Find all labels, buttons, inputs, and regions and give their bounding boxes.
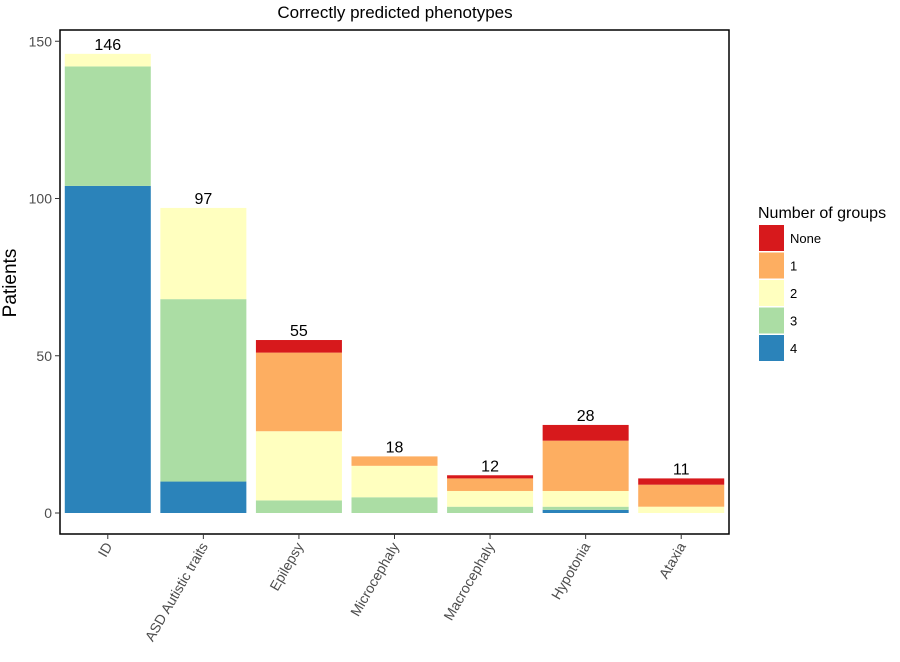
bar-segment	[160, 299, 247, 482]
bar-segment	[542, 506, 629, 510]
bar-segment	[638, 506, 725, 513]
legend-key	[759, 252, 784, 279]
legend-title: Number of groups	[758, 205, 886, 222]
bar-segment	[64, 185, 151, 514]
bar-segment	[351, 497, 438, 513]
legend-key	[759, 335, 784, 361]
bar-total-label: 28	[577, 408, 595, 425]
x-tick-label: Epilepsy	[266, 540, 306, 594]
total-labels-layer: 146 97 55 18 12 28 11	[94, 37, 689, 479]
bar-segment	[447, 478, 534, 491]
bar-segment	[255, 500, 342, 513]
x-tick-label: Hypotonia	[548, 539, 593, 602]
bar-segment	[447, 490, 534, 507]
bar-segment	[542, 509, 629, 513]
y-tick-label: 50	[36, 348, 52, 364]
legend: None 1 2 3 4	[759, 225, 821, 361]
legend-label: 1	[790, 259, 797, 274]
bar-total-label: 12	[481, 458, 499, 475]
x-tick-label: ID	[95, 540, 116, 560]
bar-segment	[638, 484, 725, 507]
chart-title: Correctly predicted phenotypes	[277, 3, 512, 22]
bar-segment	[542, 440, 629, 491]
legend-label: 2	[790, 286, 797, 301]
bar-segment	[64, 53, 151, 67]
bar-total-label: 55	[290, 323, 308, 340]
bar-segment	[255, 352, 342, 432]
bar-segment	[542, 424, 629, 441]
bar-segment	[351, 456, 438, 466]
y-tick-label: 0	[44, 505, 52, 521]
x-tick-label: Ataxia	[655, 539, 688, 581]
bar-segment	[447, 475, 534, 479]
x-tick-label: ASD Autistic traits	[141, 540, 210, 644]
y-axis-title: Patients	[0, 249, 21, 318]
bar-segment	[542, 490, 629, 507]
bar-segment	[638, 478, 725, 485]
legend-key	[759, 280, 784, 306]
x-tick-label: Macrocephaly	[440, 540, 497, 623]
legend-key	[759, 307, 784, 334]
legend-label: 3	[790, 314, 797, 329]
legend-key	[759, 225, 784, 251]
x-tick-label: Microcephaly	[347, 540, 402, 619]
bar-total-label: 146	[94, 37, 121, 54]
bar-segment	[64, 66, 151, 186]
bar-segment	[255, 431, 342, 501]
bar-segment	[351, 465, 438, 498]
x-axis: ID ASD Autistic traits Epilepsy Microcephal…	[95, 534, 689, 644]
bar-segment	[447, 506, 534, 513]
bar-total-label: 18	[386, 439, 404, 456]
bar-total-label: 97	[194, 191, 212, 208]
bar-segment	[160, 207, 247, 300]
bar-total-label: 11	[673, 461, 690, 478]
y-tick-label: 100	[29, 191, 53, 207]
legend-label: 4	[790, 341, 797, 356]
y-tick-label: 150	[29, 33, 53, 49]
bar-segment	[255, 340, 342, 353]
legend-label: None	[790, 231, 821, 246]
bar-segment	[160, 481, 247, 513]
bars-layer	[64, 53, 725, 514]
y-axis: 0 50 100 150	[29, 33, 60, 521]
